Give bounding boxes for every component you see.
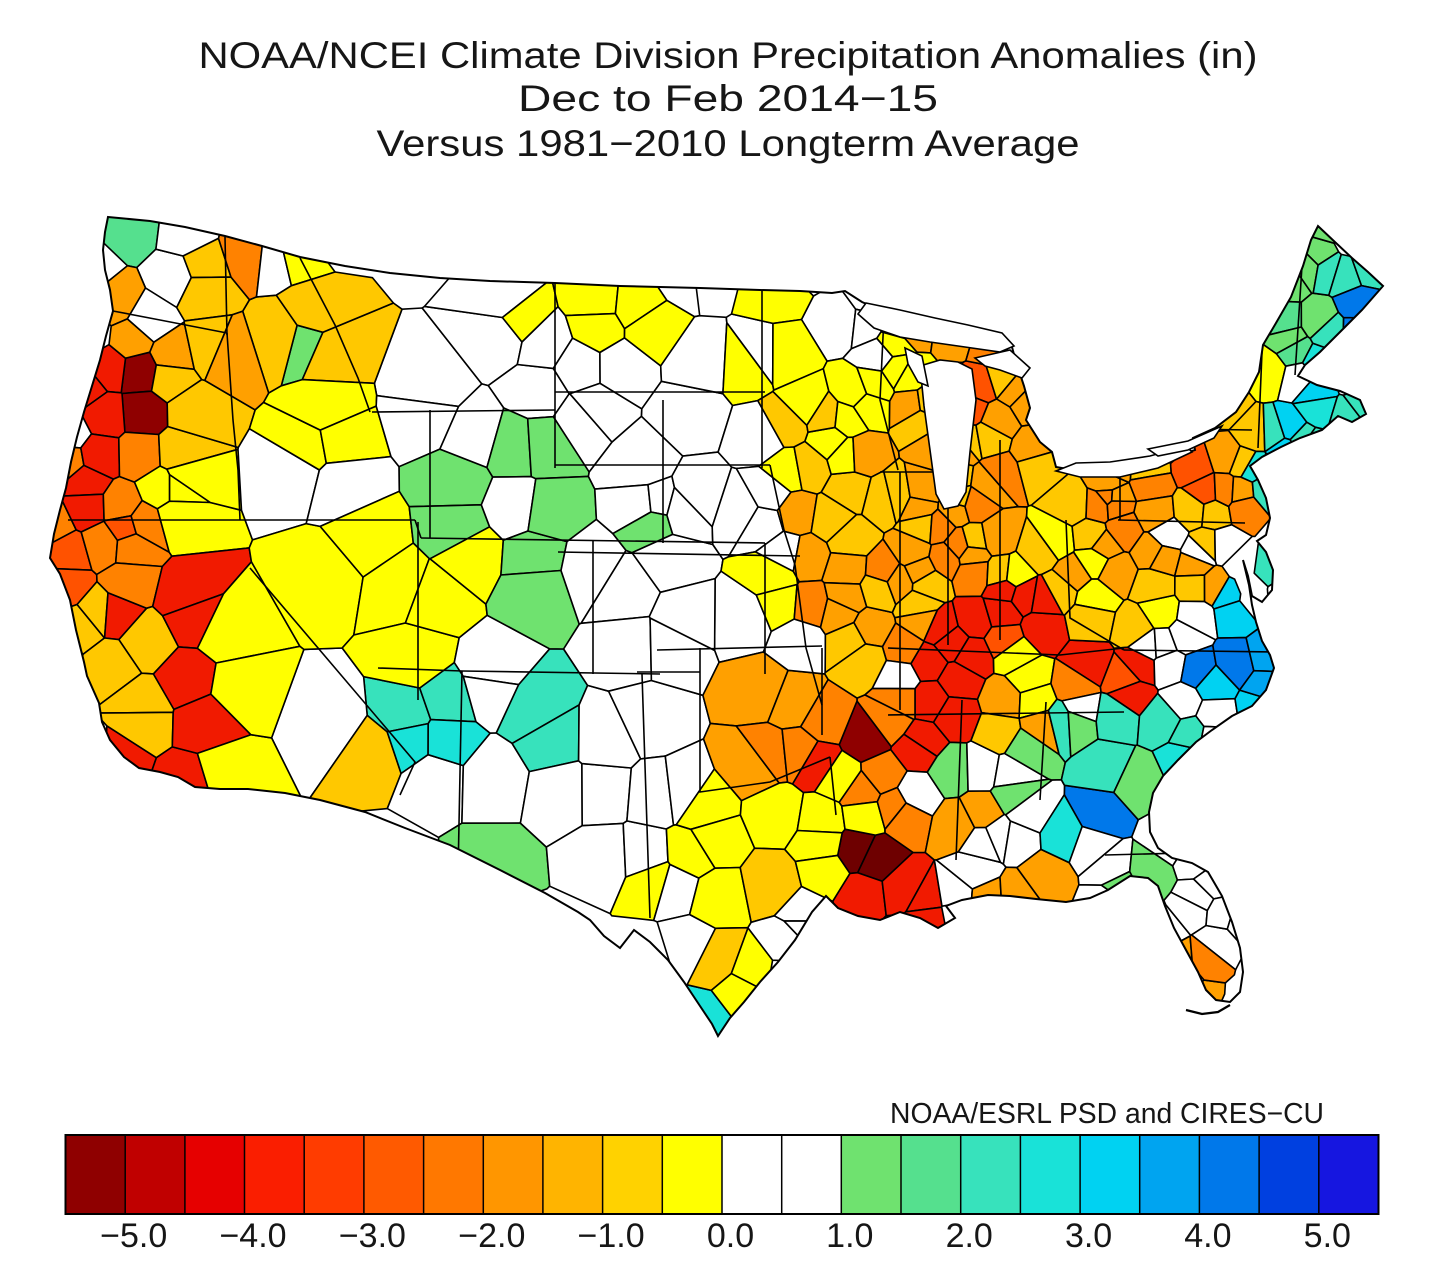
svg-text:5.0: 5.0 bbox=[1304, 1217, 1351, 1255]
svg-text:−1.0: −1.0 bbox=[578, 1217, 645, 1255]
svg-text:3.0: 3.0 bbox=[1065, 1217, 1112, 1255]
svg-text:NOAA/ESRL PSD and CIRES−CU: NOAA/ESRL PSD and CIRES−CU bbox=[890, 1098, 1324, 1130]
svg-text:2.0: 2.0 bbox=[946, 1217, 993, 1255]
svg-text:−4.0: −4.0 bbox=[219, 1217, 286, 1255]
svg-text:0.0: 0.0 bbox=[707, 1217, 754, 1255]
svg-text:4.0: 4.0 bbox=[1184, 1217, 1231, 1255]
svg-text:−3.0: −3.0 bbox=[339, 1217, 406, 1255]
svg-text:Dec to Feb 2014−15: Dec to Feb 2014−15 bbox=[518, 78, 938, 119]
svg-text:Versus 1981−2010 Longterm Aver: Versus 1981−2010 Longterm Average bbox=[377, 123, 1080, 164]
svg-text:1.0: 1.0 bbox=[826, 1217, 873, 1255]
svg-text:NOAA/NCEI Climate Division Pre: NOAA/NCEI Climate Division Precipitation… bbox=[199, 35, 1258, 76]
svg-text:−2.0: −2.0 bbox=[458, 1217, 525, 1255]
svg-text:−5.0: −5.0 bbox=[100, 1217, 167, 1255]
